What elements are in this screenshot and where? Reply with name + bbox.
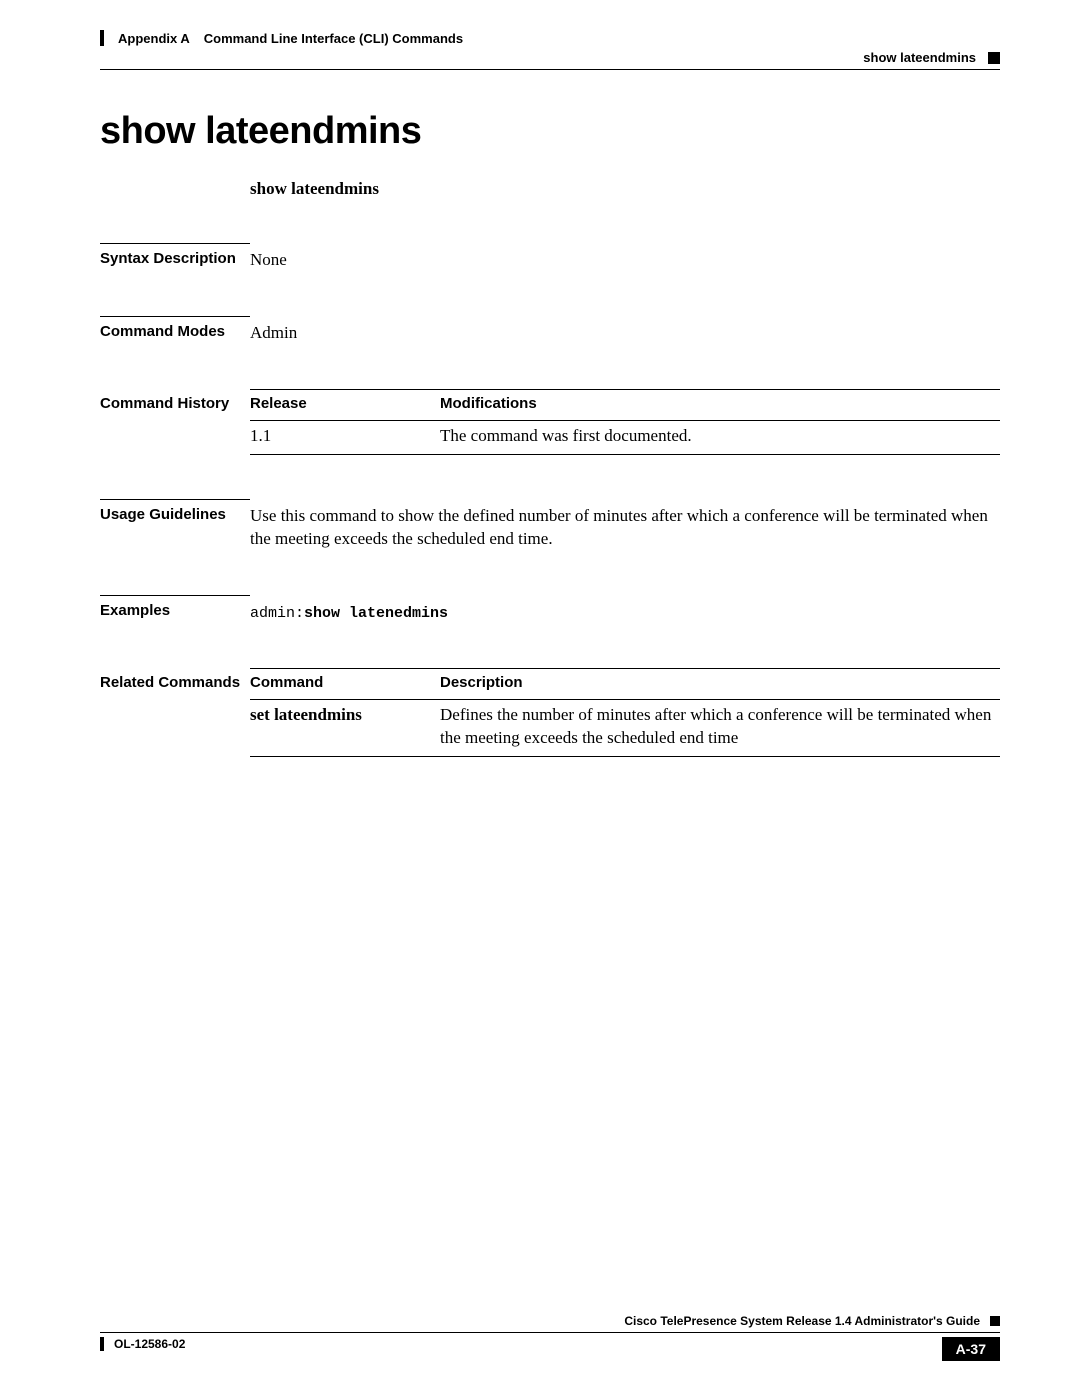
table-row: set lateendmins Defines the number of mi…	[250, 700, 1000, 757]
page-footer: Cisco TelePresence System Release 1.4 Ad…	[100, 1314, 1000, 1361]
td-modification: The command was first documented.	[440, 421, 1000, 455]
value-syntax-description: None	[250, 243, 1000, 272]
related-commands-table: Command Description set lateendmins Defi…	[250, 668, 1000, 757]
footer-guide-text: Cisco TelePresence System Release 1.4 Ad…	[624, 1314, 980, 1328]
td-command: set lateendmins	[250, 700, 440, 757]
page-subheader: show lateendmins	[100, 50, 1000, 65]
value-command-modes: Admin	[250, 316, 1000, 345]
footer-bar-icon	[100, 1337, 104, 1351]
page-number-badge: A-37	[942, 1337, 1000, 1361]
footer-guide-row: Cisco TelePresence System Release 1.4 Ad…	[100, 1314, 1000, 1328]
label-command-history: Command History	[100, 389, 250, 412]
th-release: Release	[250, 389, 440, 420]
header-rule	[100, 69, 1000, 70]
page-title: show lateendmins	[100, 110, 1000, 153]
label-related-commands: Related Commands	[100, 668, 250, 691]
footer-doc-id-row: OL-12586-02	[100, 1337, 185, 1351]
th-description: Description	[440, 669, 1000, 700]
label-examples: Examples	[100, 595, 250, 619]
th-command: Command	[250, 669, 440, 700]
value-examples: admin:show latenedmins	[250, 595, 1000, 624]
td-description: Defines the number of minutes after whic…	[440, 700, 1000, 757]
table-header-row: Command Description	[250, 669, 1000, 700]
td-release: 1.1	[250, 421, 440, 455]
footer-rule	[100, 1332, 1000, 1333]
header-section: show lateendmins	[863, 50, 976, 65]
command-history-table: Release Modifications 1.1 The command wa…	[250, 389, 1000, 455]
table-row: 1.1 The command was first documented.	[250, 421, 1000, 455]
header-square-icon	[988, 52, 1000, 64]
value-usage-guidelines: Use this command to show the defined num…	[250, 499, 1000, 551]
page-header: Appendix A Command Line Interface (CLI) …	[100, 30, 1000, 46]
table-header-row: Release Modifications	[250, 389, 1000, 420]
example-prompt: admin:	[250, 605, 304, 622]
label-usage-guidelines: Usage Guidelines	[100, 499, 250, 523]
th-modifications: Modifications	[440, 389, 1000, 420]
footer-square-icon	[990, 1316, 1000, 1326]
footer-doc-id: OL-12586-02	[114, 1337, 185, 1351]
example-command: show latenedmins	[304, 605, 448, 622]
header-mark-icon	[100, 30, 104, 46]
label-command-modes: Command Modes	[100, 316, 250, 340]
header-chapter: Command Line Interface (CLI) Commands	[204, 31, 463, 46]
label-syntax-description: Syntax Description	[100, 243, 250, 267]
syntax-line: show lateendmins	[100, 179, 1000, 199]
header-appendix: Appendix A	[118, 31, 190, 46]
